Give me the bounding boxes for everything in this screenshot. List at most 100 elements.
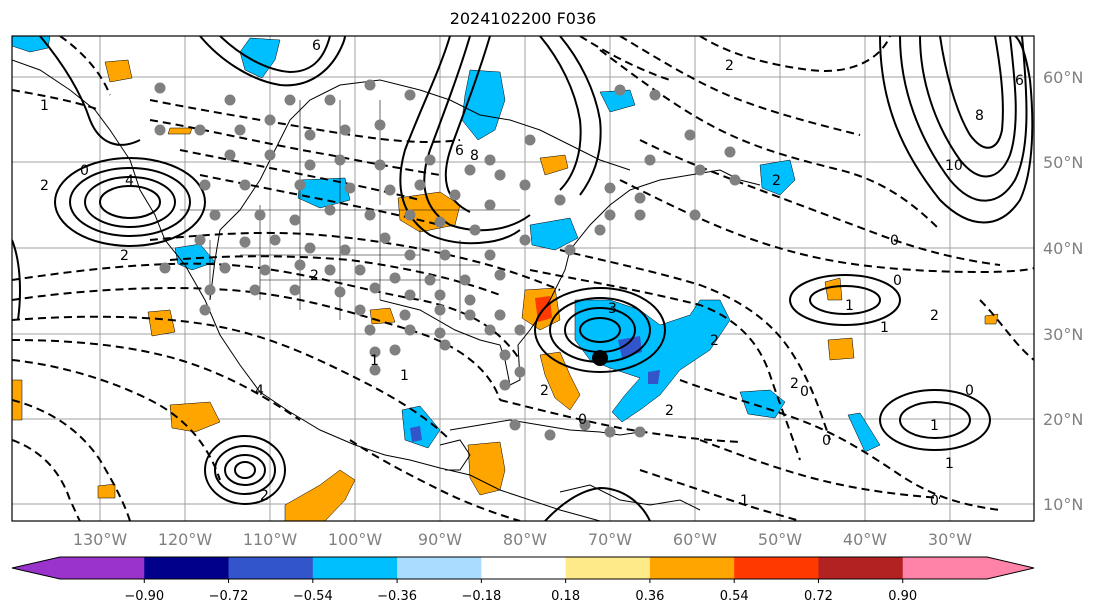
station-dot [514,366,526,378]
station-dot [404,89,416,101]
station-dot [404,209,416,221]
colorbar-tick-label: 0.18 [551,589,580,604]
station-dot [369,346,381,358]
longitude-label: 100°W [328,530,383,549]
colorbar-swatch [734,557,819,579]
station-dot [194,234,206,246]
contour-label: 1 [740,493,749,509]
longitude-label: 70°W [588,530,632,549]
station-dot [354,264,366,276]
station-dot [684,129,696,141]
station-dot [424,274,436,286]
colorbar-tick-label: 0.72 [804,589,833,604]
contour-label: 0 [578,412,587,428]
longitude-label: 80°W [503,530,547,549]
latitude-label: 10°N [1043,495,1083,514]
station-dot [264,114,276,126]
station-dot [159,262,171,274]
station-dot [484,249,496,261]
station-dot [484,324,496,336]
station-dot [459,274,471,286]
colorbar-extend-max [987,557,1034,579]
contour-label: 2 [725,58,734,74]
station-dot [439,249,451,261]
station-dot [294,259,306,271]
station-dot [499,379,511,391]
station-dot [194,124,206,136]
figure-title: 2024102200 F036 [449,9,597,28]
station-dot [434,216,446,228]
station-dot [604,209,616,221]
station-dot [634,209,646,221]
contour-label: 0 [822,433,831,449]
contour-label: 1 [880,320,889,336]
station-dot [634,192,646,204]
station-dot [154,82,166,94]
station-dot [449,189,461,201]
colorbar: −0.90 −0.72 −0.54 −0.36 −0.18 0.18 0.36 0.54 0.7… [11,556,1035,604]
station-dot [649,89,661,101]
station-dot [379,232,391,244]
station-dot [494,269,506,281]
station-dot [404,249,416,261]
colorbar-tick-label: 0.90 [888,589,917,604]
station-dot [254,209,266,221]
contour-label: 0 [800,384,809,400]
station-dot [384,184,396,196]
colorbar-extend-min [12,557,60,579]
contour-label: 0 [80,163,89,179]
station-dot [604,426,616,438]
latitude-label: 30°N [1043,325,1083,344]
contour-label: 0 [930,493,939,509]
station-dot [494,309,506,321]
colorbar-swatch [228,557,314,579]
colorbar-tick-label: 0.36 [635,589,664,604]
station-dot [604,182,616,194]
contour-label: 2 [260,488,269,504]
station-dot [264,149,276,161]
station-dot [499,349,511,361]
station-dot [404,324,416,336]
station-dot [324,264,336,276]
station-dot [689,209,701,221]
station-dot [289,284,301,296]
station-dot [399,309,411,321]
longitude-label: 40°W [843,530,887,549]
contour-label: 2 [665,403,674,419]
station-dot [524,134,536,146]
station-dot [494,169,506,181]
station-dot [219,262,231,274]
latitude-label: 20°N [1043,410,1083,429]
station-dot [404,289,416,301]
station-dot [334,154,346,166]
longitude-labels: 130°W 120°W 110°W 100°W 90°W 80°W 70°W 60°W 50°W… [73,530,972,549]
station-dot [434,327,446,339]
station-dot [439,339,451,351]
colorbar-swatch [312,557,398,579]
colorbar-swatch [481,557,567,579]
station-dot [284,94,296,106]
contour-label: 8 [975,108,984,124]
station-dot [544,429,556,441]
contour-label: 6 [1015,73,1024,89]
contour-label: 2 [930,308,939,324]
station-dot [304,129,316,141]
colorbar-tick-label: 0.54 [720,589,749,604]
colorbar-outline [11,556,1035,580]
station-dot [424,154,436,166]
colorbar-tick-label: −0.18 [461,589,501,604]
longitude-label: 120°W [158,530,213,549]
colorbar-tick-label: −0.36 [377,589,417,604]
contour-label: 6 [312,38,321,54]
contour-label: 2 [310,268,319,284]
station-dot [389,344,401,356]
station-dot [579,419,591,431]
station-dot [354,304,366,316]
station-dots [154,79,741,441]
station-dot [304,159,316,171]
station-dot [509,419,521,431]
station-dot [239,236,251,248]
colorbar-swatch [144,557,230,579]
colorbar-swatch [60,557,145,579]
